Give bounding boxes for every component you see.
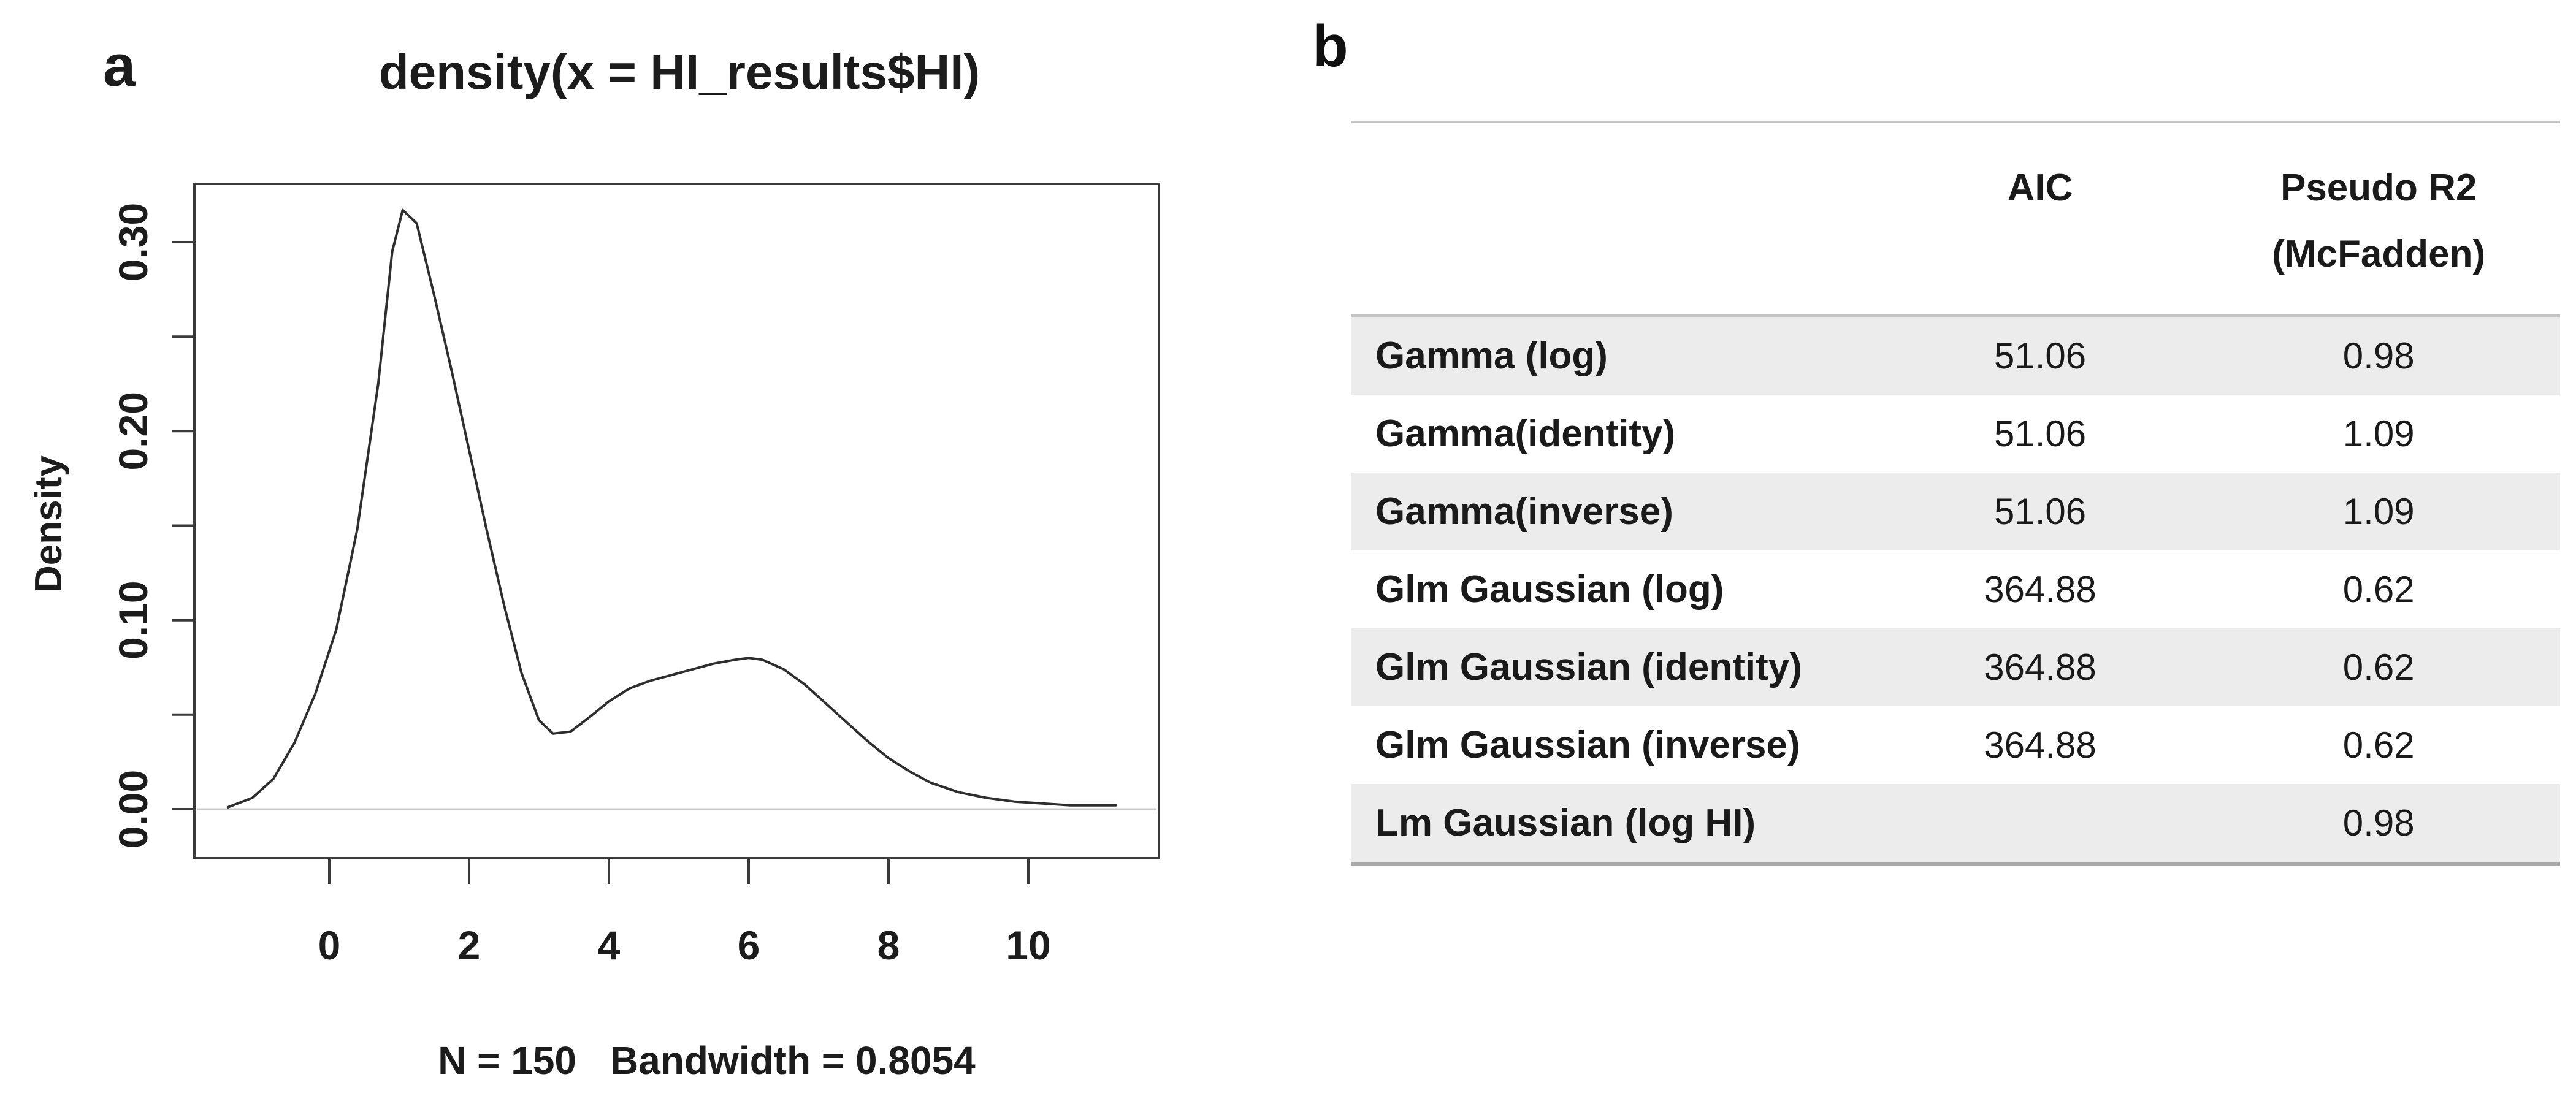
model-name: Gamma(inverse) <box>1375 490 1673 533</box>
plot-box <box>193 183 1160 859</box>
x-tick-label-4: 4 <box>598 923 621 968</box>
r2-value: 1.09 <box>2342 413 2415 454</box>
aic-value: 364.88 <box>1984 569 2096 610</box>
r2-value: 0.62 <box>2342 647 2415 688</box>
r2-value: 1.09 <box>2342 491 2415 532</box>
table-row: Lm Gaussian (log HI) 0.98 <box>1351 784 2560 862</box>
table-row: Glm Gaussian (identity) 364.88 0.62 <box>1351 628 2560 706</box>
header-pseudo-r2-line1: Pseudo R2 <box>2280 167 2477 209</box>
r2-value: 0.62 <box>2342 569 2415 610</box>
aic-value: 51.06 <box>1993 491 2087 532</box>
y-tick-label-010: 0.10 <box>110 581 156 659</box>
x-tick-label-2: 2 <box>458 923 481 968</box>
density-plot: a density(x = HI_results$HI) 0.00 0.10 0… <box>28 33 1160 1083</box>
r2-value: 0.62 <box>2342 725 2415 766</box>
header-pseudo-r2: Pseudo R2 (McFadden) <box>2197 155 2560 287</box>
model-name: Gamma (log) <box>1375 335 1608 377</box>
table-row: Glm Gaussian (inverse) 364.88 0.62 <box>1351 706 2560 784</box>
y-axis-title: Density <box>28 455 70 593</box>
table-row: Gamma (log) 51.06 0.98 <box>1351 317 2560 395</box>
table-row: Gamma(inverse) 51.06 1.09 <box>1351 473 2560 550</box>
model-name: Glm Gaussian (identity) <box>1375 646 1802 688</box>
r2-value: 0.98 <box>2342 802 2415 843</box>
aic-value: 364.88 <box>1984 725 2096 766</box>
bandwidth-annotation: Bandwidth = 0.8054 <box>610 1038 976 1083</box>
table-header-row: AIC Pseudo R2 (McFadden) <box>1351 123 2560 317</box>
x-tick-label-0: 0 <box>318 923 341 968</box>
y-tick-label-020: 0.20 <box>110 392 156 470</box>
aic-value: 51.06 <box>1993 335 2087 376</box>
aic-value: 364.88 <box>1984 647 2096 688</box>
y-tick-label-030: 0.30 <box>110 203 156 281</box>
header-model-blank <box>1351 155 1883 287</box>
density-curve <box>226 208 1117 809</box>
model-name: Gamma(identity) <box>1375 413 1676 455</box>
r2-value: 0.98 <box>2342 335 2415 376</box>
model-name: Lm Gaussian (log HI) <box>1375 802 1756 844</box>
x-tick-label-6: 6 <box>738 923 760 968</box>
panel-b-label: b <box>1312 13 1348 79</box>
x-tick-label-10: 10 <box>1006 923 1050 968</box>
model-name: Glm Gaussian (inverse) <box>1375 724 1800 766</box>
aic-value: 51.06 <box>1993 413 2087 454</box>
x-tick-label-8: 8 <box>877 923 900 968</box>
x-axis-ticks <box>328 858 1030 884</box>
panel-a-label: a <box>103 33 136 99</box>
y-tick-label-000: 0.00 <box>110 770 156 848</box>
plot-title: density(x = HI_results$HI) <box>379 45 980 99</box>
header-pseudo-r2-line2: (McFadden) <box>2272 233 2486 275</box>
table-row: Gamma(identity) 51.06 1.09 <box>1351 395 2560 473</box>
y-axis-ticks <box>172 241 194 810</box>
model-comparison-table: AIC Pseudo R2 (McFadden) Gamma (log) 51.… <box>1351 121 2560 866</box>
table-row: Glm Gaussian (log) 364.88 0.62 <box>1351 550 2560 628</box>
n-annotation: N = 150 <box>438 1038 576 1083</box>
header-aic: AIC <box>2007 167 2073 209</box>
model-name: Glm Gaussian (log) <box>1375 568 1724 611</box>
